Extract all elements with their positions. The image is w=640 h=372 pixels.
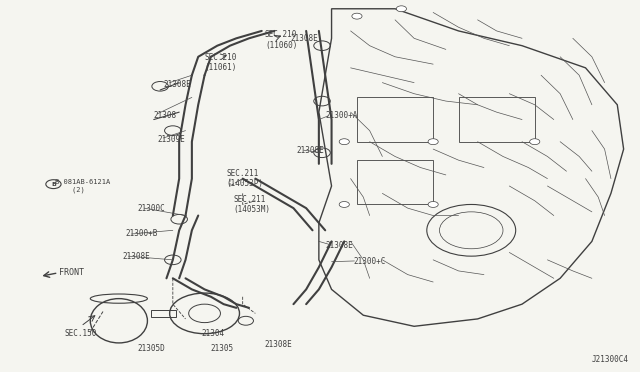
Text: 21300+B: 21300+B [125, 230, 157, 238]
Text: 21300C: 21300C [138, 203, 166, 213]
Bar [357, 160, 433, 205]
Bar [357, 97, 433, 142]
Text: 21304: 21304 [202, 329, 225, 338]
Circle shape [428, 139, 438, 145]
Text: B 081AB-6121A
    (2): B 081AB-6121A (2) [55, 179, 111, 193]
Circle shape [530, 139, 540, 145]
Text: 21308E: 21308E [291, 34, 318, 43]
Text: 21308E: 21308E [163, 80, 191, 89]
Text: 21300+C: 21300+C [354, 257, 386, 266]
Text: SEC.210
(11061): SEC.210 (11061) [205, 52, 237, 72]
Circle shape [428, 202, 438, 208]
Text: B: B [51, 182, 56, 187]
Text: 21308E: 21308E [325, 241, 353, 250]
Text: SEC.211
(14053P): SEC.211 (14053P) [227, 169, 264, 188]
Text: 21308E: 21308E [122, 251, 150, 261]
Circle shape [396, 6, 406, 12]
Text: SEC.210
(11060): SEC.210 (11060) [265, 31, 297, 50]
Text: 21308E: 21308E [265, 340, 292, 349]
Circle shape [352, 13, 362, 19]
Bar [458, 97, 535, 142]
Text: 21309E: 21309E [157, 135, 185, 144]
Circle shape [339, 139, 349, 145]
Text: 21300+A: 21300+A [325, 111, 358, 121]
Text: FRONT: FRONT [58, 268, 84, 277]
Text: 21305: 21305 [211, 344, 234, 353]
Text: SEC.150: SEC.150 [65, 329, 97, 338]
Text: 21305D: 21305D [138, 344, 166, 353]
Circle shape [339, 202, 349, 208]
Bar [150, 310, 176, 317]
Text: J21300C4: J21300C4 [592, 355, 629, 364]
Text: SEC.211
(14053M): SEC.211 (14053M) [233, 195, 270, 214]
Text: 21308E: 21308E [296, 147, 324, 155]
Text: 21308: 21308 [154, 111, 177, 121]
